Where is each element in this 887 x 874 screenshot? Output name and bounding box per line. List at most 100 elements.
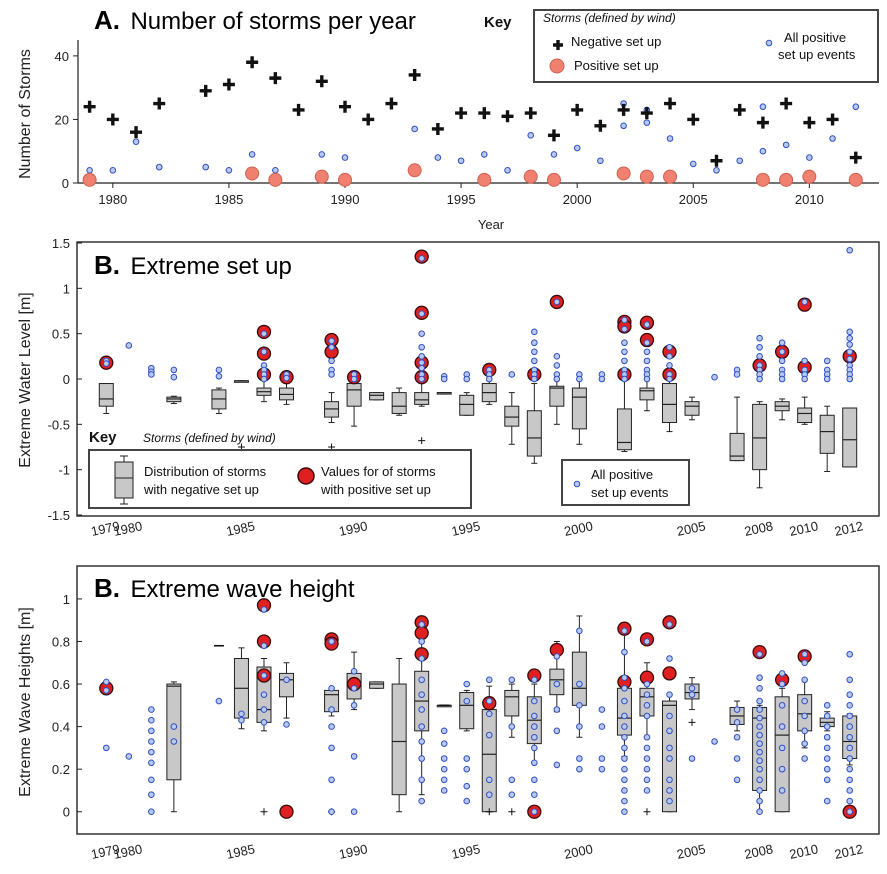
event-point — [666, 787, 673, 794]
event-point — [148, 716, 155, 724]
event-point — [260, 606, 268, 613]
event-point — [846, 776, 854, 784]
event-point — [418, 375, 425, 383]
positive-point — [477, 172, 492, 187]
event-point — [260, 348, 268, 356]
event-point — [846, 375, 854, 383]
negative-point — [292, 103, 305, 116]
positive-point — [407, 163, 422, 178]
box-plot — [279, 383, 295, 405]
event-point — [125, 753, 133, 760]
box-iqr — [684, 401, 700, 416]
event-point — [846, 797, 854, 805]
event-point — [666, 797, 673, 805]
event-point — [778, 702, 786, 709]
event-point — [418, 706, 425, 713]
box-iqr — [504, 405, 520, 427]
event-point — [418, 255, 425, 262]
event-dot-icon — [573, 480, 581, 488]
box-plot — [166, 681, 182, 813]
event-point — [155, 163, 163, 171]
event-point — [598, 723, 606, 730]
box-iqr — [752, 403, 768, 471]
event-point — [132, 138, 140, 145]
event-point — [733, 719, 741, 726]
panel-b2-xtick-label: 2008 — [743, 841, 774, 862]
event-point — [666, 135, 674, 142]
event-point — [806, 154, 813, 161]
positive-point — [338, 172, 352, 187]
event-point — [260, 691, 268, 698]
event-point — [829, 135, 836, 142]
event-point — [621, 755, 628, 762]
event-point — [823, 733, 831, 741]
outlier-plus — [418, 437, 426, 445]
event-point — [215, 366, 223, 374]
box-iqr — [346, 383, 362, 407]
event-point — [846, 733, 854, 741]
event-point — [531, 357, 538, 365]
event-point — [756, 787, 763, 794]
event-point — [531, 776, 538, 784]
panel-b1-key-box-label-2: with negative set up — [143, 482, 259, 497]
positive-point — [639, 169, 654, 184]
panel-b2-ylabel: Extreme Wave Heights [m] — [17, 607, 34, 797]
event-point — [846, 246, 854, 254]
event-point — [846, 355, 854, 363]
event-point — [756, 334, 763, 342]
box-iqr — [391, 683, 407, 796]
positive-point — [616, 166, 631, 181]
event-point — [148, 727, 155, 735]
panel-a-xtick-label: 1990 — [331, 192, 360, 207]
event-point — [350, 753, 358, 760]
panel-b1-key-events-box — [561, 459, 690, 506]
event-point — [801, 712, 808, 720]
event-point — [756, 353, 763, 360]
event-point — [485, 731, 493, 739]
event-point — [759, 103, 767, 111]
event-point — [801, 659, 808, 667]
event-point — [553, 298, 561, 306]
negative-point — [733, 103, 746, 116]
negative-point — [524, 107, 537, 120]
event-point — [823, 712, 831, 720]
box-iqr — [842, 407, 858, 468]
event-point — [713, 166, 720, 174]
event-point — [756, 674, 763, 681]
event-point — [778, 723, 786, 730]
event-point — [621, 325, 628, 333]
event-point — [621, 744, 628, 752]
event-point — [463, 375, 471, 383]
event-point — [801, 697, 808, 705]
box-iqr — [797, 407, 813, 424]
box-iqr — [369, 681, 385, 689]
panel-b1-xtick-label: 2010 — [788, 518, 819, 539]
event-point — [801, 357, 808, 365]
panel-b2-xtick-label: 2000 — [563, 841, 594, 862]
box-iqr — [504, 689, 520, 717]
event-point — [260, 375, 268, 383]
panel-b1-title-letter: B. — [94, 250, 120, 280]
event-point — [688, 755, 696, 762]
event-point — [463, 765, 471, 773]
box-iqr — [98, 383, 114, 407]
outlier-plus — [485, 808, 493, 816]
event-point — [801, 650, 808, 658]
event-point — [418, 638, 425, 645]
panel-b2-frame — [76, 565, 880, 835]
event-point — [643, 765, 651, 773]
event-point — [688, 684, 696, 692]
event-point — [778, 765, 786, 773]
event-point — [485, 710, 493, 718]
event-point — [418, 755, 425, 762]
panel-a-ytick-label: 40 — [55, 49, 69, 64]
panel-b1-ytick-label: -0.5 — [48, 417, 70, 432]
box-plot — [842, 407, 858, 468]
event-point — [756, 740, 763, 747]
box-plot — [459, 689, 475, 732]
negative-point — [269, 72, 282, 85]
event-point — [527, 132, 535, 139]
event-point — [733, 755, 741, 762]
event-point — [846, 808, 854, 816]
panel-b1-key-heading: Key — [89, 429, 117, 446]
